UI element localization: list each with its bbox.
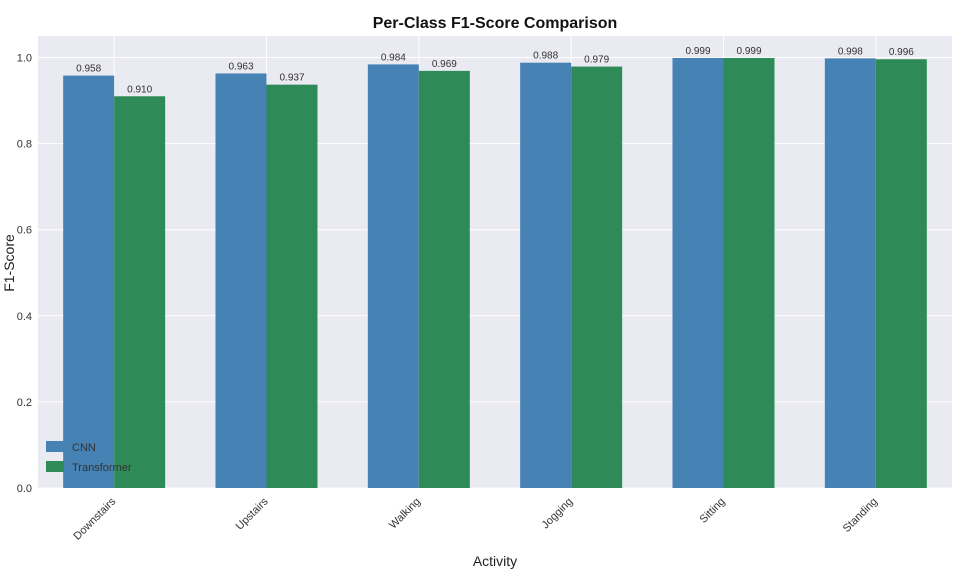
bar-transformer-standing	[875, 59, 927, 488]
bar-value-label: 0.988	[533, 51, 558, 62]
x-tick-label: Sitting	[698, 496, 728, 526]
legend-label-cnn: CNN	[72, 442, 96, 454]
bar-value-label: 0.958	[76, 64, 101, 75]
legend-swatch-cnn	[46, 441, 64, 452]
x-tick-label: Upstairs	[234, 495, 271, 532]
bar-cnn-downstairs	[63, 75, 115, 488]
bar-transformer-sitting	[723, 57, 775, 488]
y-tick-label: 0.0	[17, 483, 32, 495]
x-axis-title: Activity	[473, 553, 517, 569]
bar-value-label: 0.998	[838, 46, 863, 57]
bar-value-label: 0.969	[432, 59, 457, 70]
bar-cnn-upstairs	[215, 73, 267, 489]
bar-cnn-standing	[824, 58, 876, 488]
bar-value-label: 0.979	[584, 55, 609, 66]
x-tick-label: Jogging	[540, 496, 576, 532]
label-layer: 0.958 0.910 0.963 0.937 0.984 0.969 0.988 0.979…	[76, 46, 914, 95]
bar-cnn-jogging	[520, 62, 572, 489]
bar-value-label: 0.999	[685, 46, 710, 57]
bar-transformer-upstairs	[266, 84, 318, 489]
bar-value-label: 0.984	[381, 52, 406, 63]
bar-value-label: 0.910	[127, 84, 152, 95]
legend-swatch-transformer	[46, 461, 64, 472]
plot-background	[38, 36, 952, 488]
bar-value-label: 0.937	[279, 73, 304, 84]
x-tick-label: Standing	[841, 496, 880, 535]
bar-layer	[63, 57, 927, 489]
y-tick-label: 0.4	[17, 311, 32, 323]
bar-transformer-jogging	[571, 66, 623, 488]
chart-title: Per-Class F1-Score Comparison	[373, 15, 618, 32]
bar-transformer-downstairs	[114, 96, 166, 489]
y-tick-label: 0.6	[17, 225, 32, 237]
grid-layer	[38, 36, 952, 489]
x-tick-label: Walking	[387, 496, 423, 532]
y-tick-label: 1.0	[17, 53, 32, 65]
legend: CNN Transformer	[46, 441, 132, 474]
y-axis-title: F1-Score	[1, 234, 17, 292]
bar-cnn-walking	[367, 64, 419, 488]
bar-value-label: 0.999	[736, 46, 761, 57]
bar-value-label: 0.963	[228, 61, 253, 72]
bar-transformer-walking	[418, 70, 470, 489]
bar-value-label: 0.996	[889, 47, 914, 58]
bar-cnn-sitting	[672, 57, 724, 488]
y-tick-label: 0.8	[17, 139, 32, 151]
x-tick-label: Downstairs	[71, 495, 118, 542]
y-tick-label: 0.2	[17, 397, 32, 409]
legend-label-transformer: Transformer	[72, 462, 132, 474]
